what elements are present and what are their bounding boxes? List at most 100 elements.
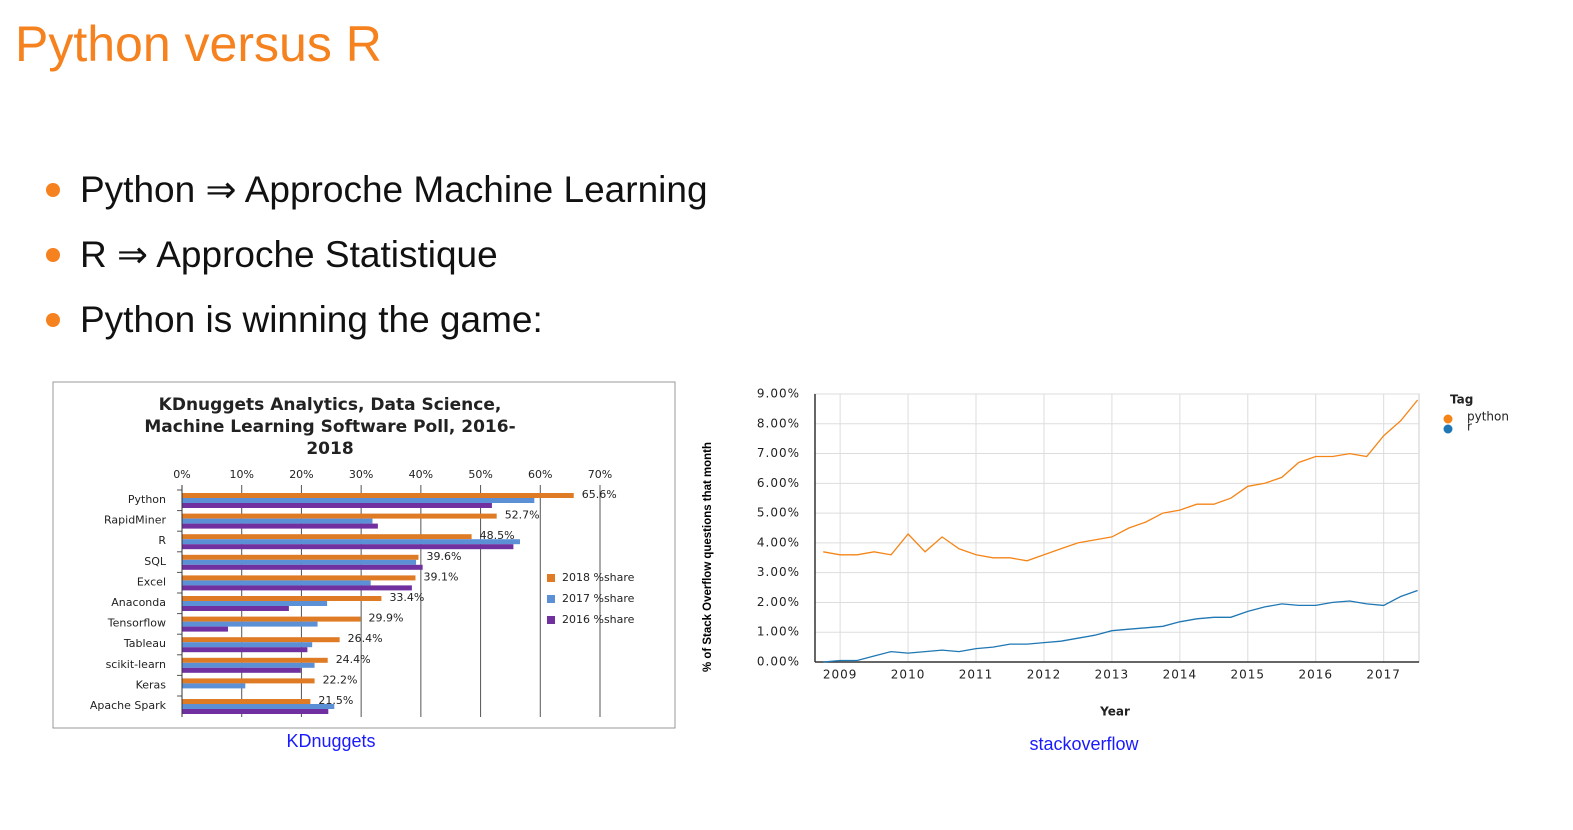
bar bbox=[182, 503, 492, 508]
bar bbox=[182, 642, 313, 648]
value-label: 29.9% bbox=[369, 612, 404, 625]
bar bbox=[182, 513, 497, 519]
bar bbox=[182, 621, 318, 627]
bar bbox=[182, 564, 423, 570]
bar bbox=[182, 493, 574, 498]
value-label: 26.4% bbox=[348, 632, 383, 645]
bullet-dot bbox=[46, 183, 60, 197]
bar bbox=[182, 667, 301, 673]
y-tick-label: Tensorflow bbox=[107, 617, 166, 630]
x-tick-label: 2014 bbox=[1163, 668, 1198, 682]
plot-area bbox=[814, 393, 1420, 663]
slide-title: Python versus R bbox=[15, 16, 382, 72]
y-tick-label: 0.00% bbox=[757, 655, 800, 669]
bar bbox=[182, 647, 308, 653]
x-tick-label: 2009 bbox=[823, 668, 858, 682]
bullet-text: R ⇒ Approche Statistique bbox=[80, 234, 498, 275]
bar bbox=[182, 539, 520, 545]
legend-swatch bbox=[547, 595, 555, 603]
y-tick-label: Tableau bbox=[123, 637, 166, 650]
legend-swatch bbox=[1443, 414, 1453, 424]
legend-swatch bbox=[547, 616, 555, 624]
bar bbox=[182, 626, 228, 632]
y-tick-label: 3.00% bbox=[757, 565, 800, 579]
value-label: 24.4% bbox=[336, 653, 371, 666]
x-tick-label: 2016 bbox=[1298, 668, 1333, 682]
bullet-text: Python ⇒ Approche Machine Learning bbox=[80, 169, 708, 210]
bar bbox=[182, 678, 315, 684]
bar bbox=[182, 585, 412, 591]
x-tick-label: 30% bbox=[349, 468, 373, 481]
bar bbox=[182, 544, 514, 550]
caption: KDnuggets bbox=[286, 731, 375, 751]
caption: stackoverflow bbox=[1029, 734, 1139, 754]
bar bbox=[182, 596, 382, 601]
y-tick-label: 2.00% bbox=[757, 595, 800, 609]
value-label: 39.6% bbox=[426, 550, 461, 563]
x-tick-label: 70% bbox=[588, 468, 612, 481]
bar bbox=[182, 498, 535, 503]
chart-title-box: KDnuggets Analytics, Data Science, Machi… bbox=[144, 395, 516, 459]
y-tick-label: 8.00% bbox=[757, 416, 800, 430]
bar bbox=[182, 606, 289, 611]
legend-label: 2017 %share bbox=[562, 592, 635, 605]
x-tick-label: 2010 bbox=[891, 668, 926, 682]
legend-label: 2018 %share bbox=[562, 571, 635, 584]
x-tick-label: 40% bbox=[409, 468, 433, 481]
chart-title: KDnuggets Analytics, Data Science, Machi… bbox=[144, 395, 516, 459]
bar bbox=[182, 683, 246, 689]
bar bbox=[182, 523, 378, 529]
bar bbox=[182, 637, 340, 643]
bar bbox=[182, 709, 329, 714]
bar bbox=[182, 518, 373, 524]
bullet-text: Python is winning the game: bbox=[80, 299, 543, 340]
x-tick-label: 20% bbox=[289, 468, 313, 481]
x-tick-label: 10% bbox=[229, 468, 253, 481]
y-tick-label: 9.00% bbox=[757, 387, 800, 401]
y-tick-label: Keras bbox=[136, 678, 167, 691]
bar bbox=[182, 575, 416, 581]
x-tick-label: 0% bbox=[173, 468, 190, 481]
line-series bbox=[823, 399, 1419, 562]
y-tick-label: RapidMiner bbox=[104, 514, 166, 527]
x-tick-label: 2012 bbox=[1027, 668, 1062, 682]
bar bbox=[182, 704, 335, 709]
legend-title: Tag bbox=[1450, 393, 1473, 407]
y-tick-label: SQL bbox=[144, 555, 167, 568]
bar bbox=[182, 616, 361, 622]
x-tick-label: 50% bbox=[468, 468, 492, 481]
x-axis-title: Year bbox=[1099, 705, 1130, 719]
y-tick-label: 4.00% bbox=[757, 535, 800, 549]
y-tick-label: 1.00% bbox=[757, 625, 800, 639]
legend-swatch bbox=[547, 574, 555, 582]
y-tick-label: Excel bbox=[137, 575, 166, 588]
bar bbox=[182, 554, 419, 560]
y-tick-label: 7.00% bbox=[757, 446, 800, 460]
value-label: 65.6% bbox=[582, 488, 617, 501]
line-series bbox=[823, 589, 1418, 663]
bar bbox=[182, 601, 328, 606]
x-tick-label: 2013 bbox=[1095, 668, 1130, 682]
bar bbox=[182, 580, 371, 586]
legend-label: r bbox=[1467, 420, 1472, 434]
bar bbox=[182, 662, 315, 668]
value-label: 39.1% bbox=[423, 570, 458, 583]
y-tick-label: Apache Spark bbox=[90, 699, 167, 712]
bar bbox=[182, 559, 417, 565]
bullet-dot bbox=[46, 313, 60, 327]
value-label: 22.2% bbox=[323, 673, 358, 686]
y-tick-label: Python bbox=[128, 493, 166, 506]
value-label: 21.5% bbox=[318, 694, 353, 707]
x-tick-label: 2017 bbox=[1366, 668, 1401, 682]
value-label: 48.5% bbox=[480, 529, 515, 542]
x-tick-label: 2015 bbox=[1231, 668, 1266, 682]
value-label: 52.7% bbox=[505, 509, 540, 522]
value-label: 33.4% bbox=[389, 591, 424, 604]
y-tick-label: scikit-learn bbox=[106, 658, 166, 671]
legend-swatch bbox=[1443, 424, 1453, 434]
y-tick-label: R bbox=[158, 534, 166, 547]
legend-label: python bbox=[1467, 410, 1509, 424]
legend-label: 2016 %share bbox=[562, 613, 635, 626]
y-tick-label: 5.00% bbox=[757, 506, 800, 520]
